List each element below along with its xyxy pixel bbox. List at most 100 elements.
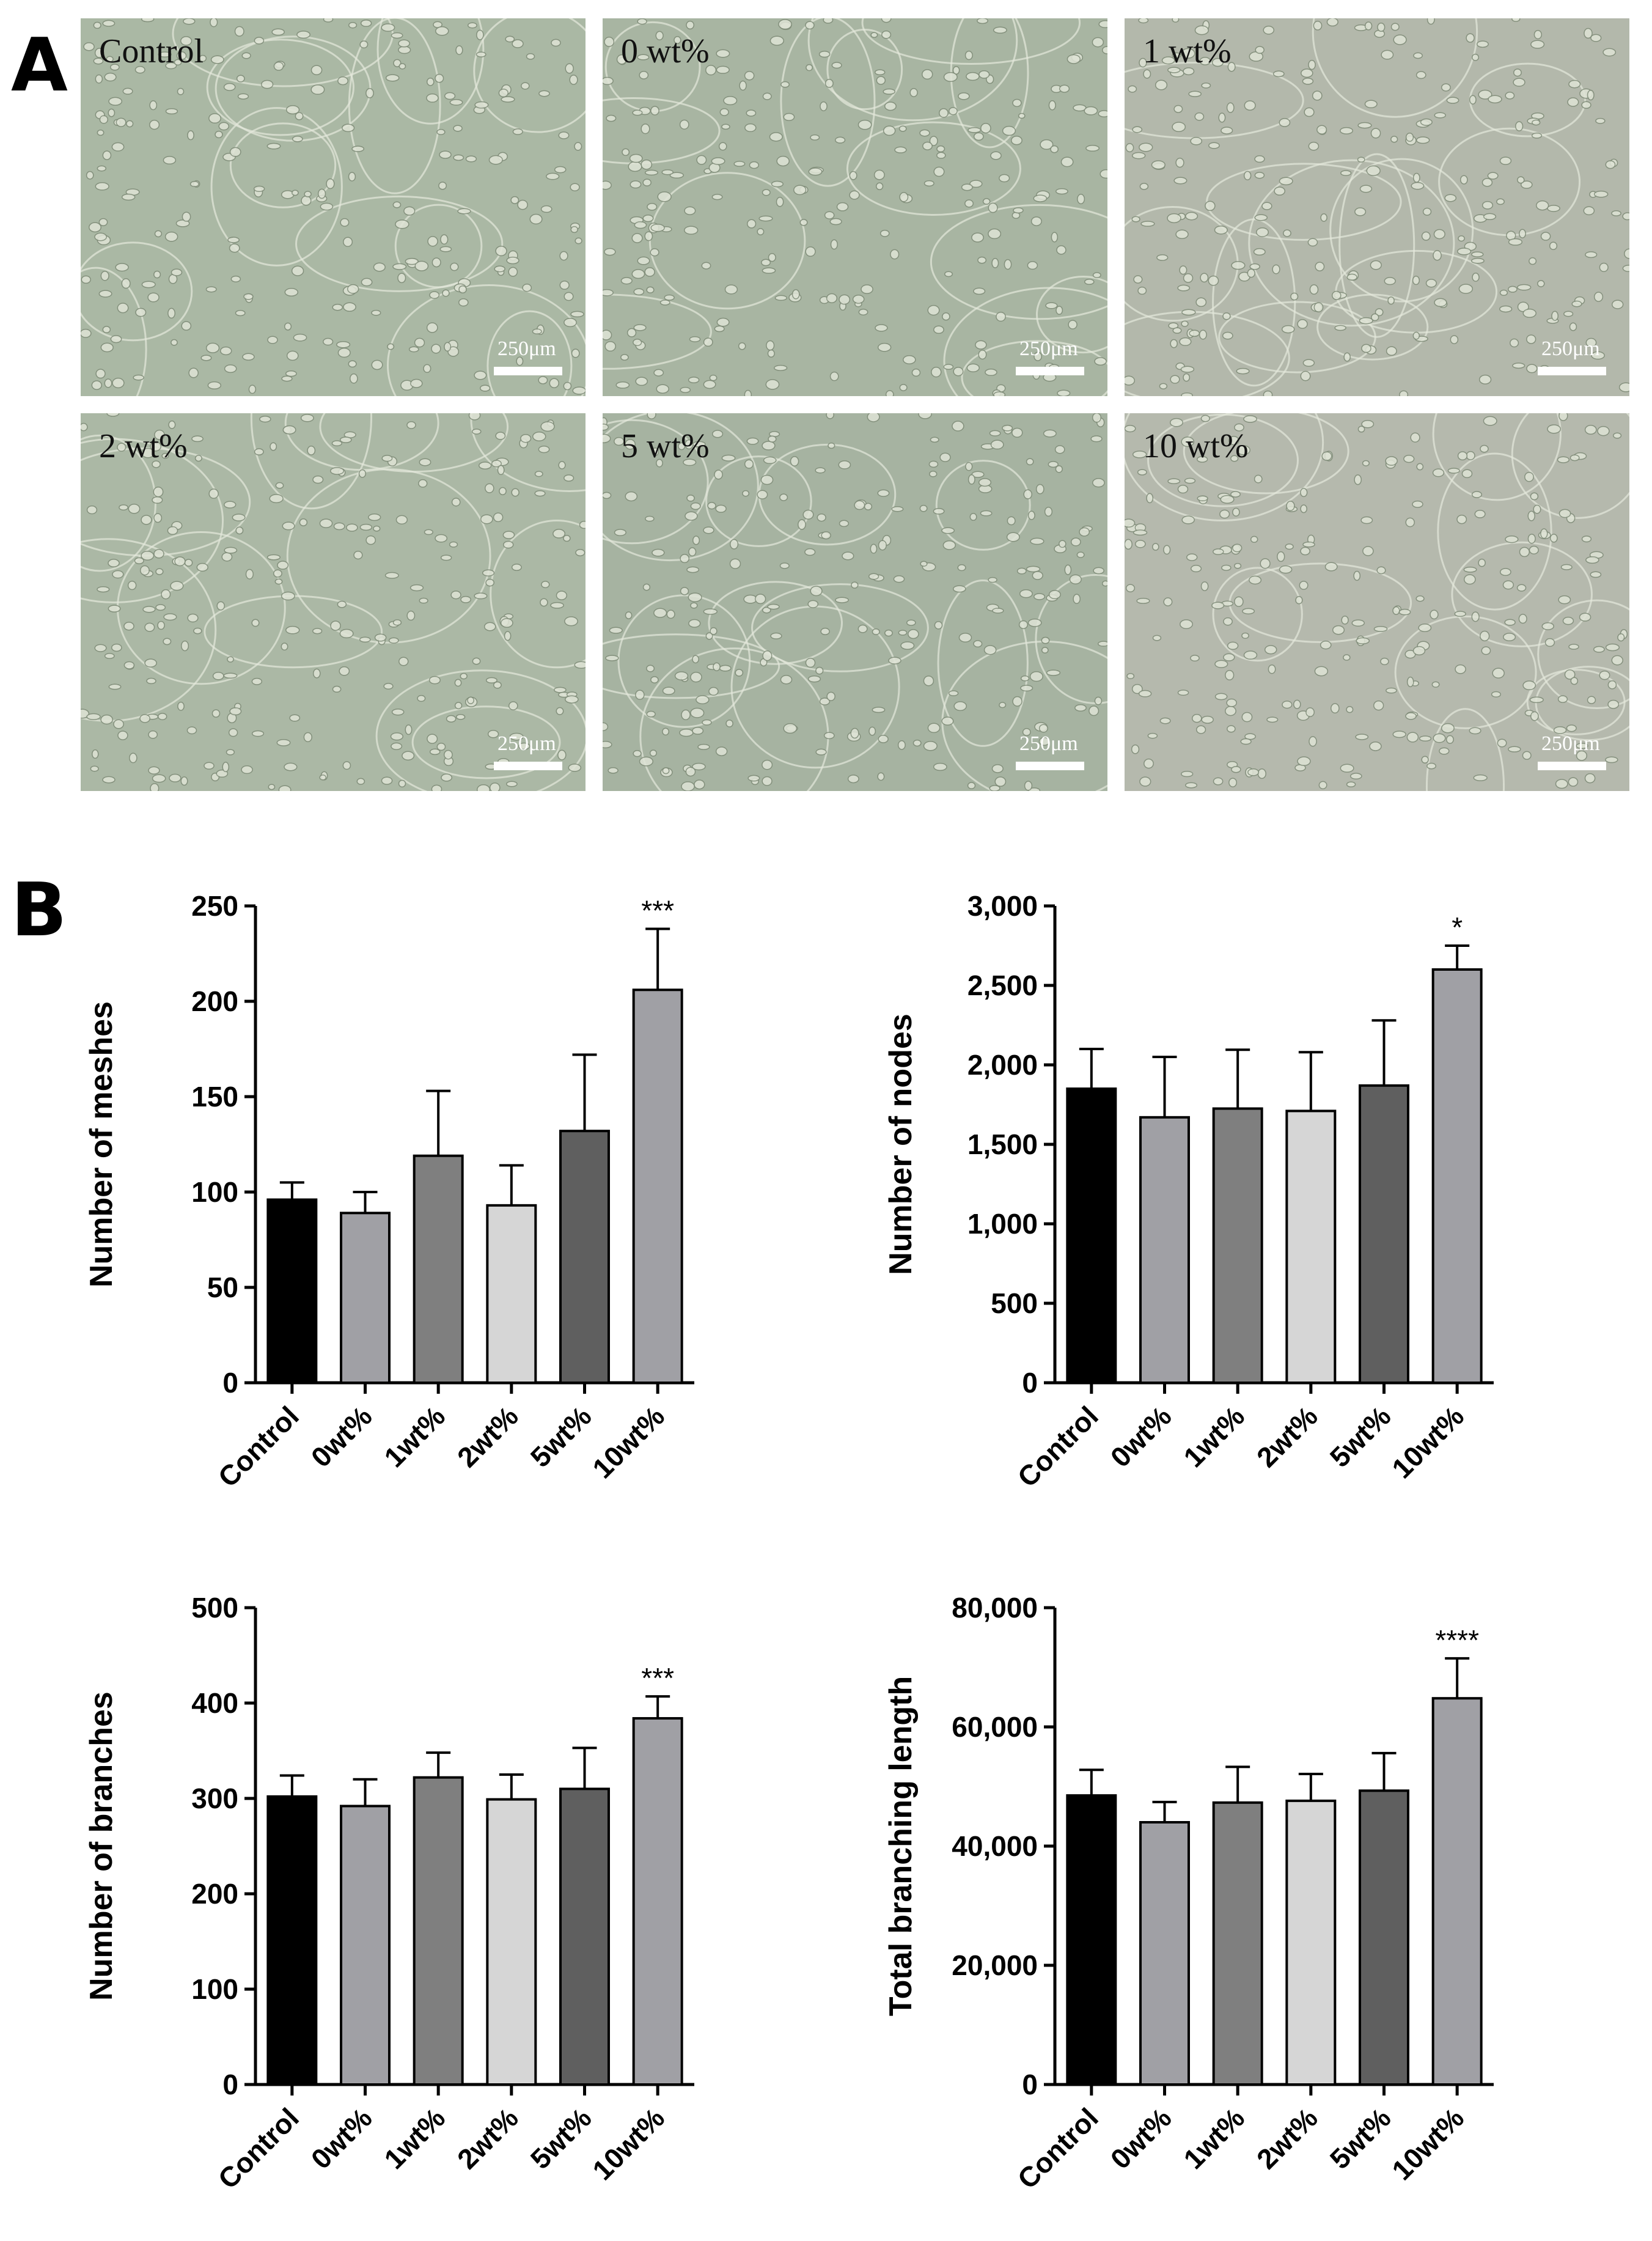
cell — [405, 257, 419, 265]
cell — [194, 455, 202, 462]
cell — [153, 486, 164, 498]
cell — [606, 114, 617, 122]
cell — [757, 228, 765, 235]
cell — [480, 514, 493, 524]
cell — [502, 531, 515, 539]
cell — [505, 781, 518, 787]
cell — [431, 257, 441, 268]
cell — [426, 93, 439, 103]
cell — [223, 672, 238, 679]
cell — [427, 734, 438, 744]
cell — [603, 423, 609, 431]
cell — [1177, 690, 1189, 696]
cell — [474, 101, 489, 109]
cell — [1068, 320, 1077, 329]
cell — [1551, 311, 1559, 321]
cell — [1020, 685, 1033, 692]
cell — [1405, 712, 1417, 720]
cell — [1024, 781, 1033, 791]
cell — [1180, 619, 1193, 630]
cell — [631, 233, 643, 243]
cell — [81, 328, 92, 338]
cell — [715, 504, 727, 513]
cell — [1208, 142, 1220, 149]
cell — [1375, 308, 1384, 317]
tube-loop — [708, 581, 843, 665]
cell — [398, 779, 406, 788]
cell — [823, 18, 834, 24]
cell — [603, 433, 611, 443]
cell — [1483, 213, 1497, 221]
cell — [805, 246, 816, 257]
cell — [1027, 261, 1038, 270]
cell — [933, 507, 945, 515]
cell — [765, 379, 780, 390]
cell — [1502, 580, 1514, 590]
cell — [419, 597, 428, 604]
cell — [1263, 25, 1275, 35]
x-tick-label: 2wt% — [451, 2102, 524, 2175]
cell — [1041, 636, 1050, 644]
cell — [1143, 69, 1151, 79]
cell — [1312, 90, 1323, 101]
cell — [1569, 454, 1580, 462]
cell — [1403, 455, 1415, 463]
cell — [688, 377, 700, 384]
cell — [532, 431, 546, 442]
cell — [483, 622, 496, 631]
cell — [1040, 139, 1054, 150]
cell — [1002, 125, 1016, 136]
cell — [989, 785, 1000, 791]
cell — [144, 622, 155, 632]
y-tick-label: 2,500 — [967, 970, 1038, 1001]
cell — [104, 653, 115, 660]
cell — [1471, 491, 1483, 498]
cell — [952, 421, 964, 432]
cell — [919, 504, 928, 512]
tube-loop — [1248, 159, 1455, 327]
cell — [1419, 735, 1432, 741]
cell — [958, 92, 970, 100]
cell — [776, 197, 784, 207]
cell — [626, 328, 637, 337]
cell — [739, 80, 747, 91]
cell — [1529, 696, 1544, 704]
cell — [368, 513, 381, 521]
cell — [1558, 509, 1571, 518]
cell — [1560, 564, 1573, 570]
cell — [208, 113, 221, 124]
cell — [405, 724, 413, 735]
cell — [723, 95, 738, 106]
cell — [282, 521, 295, 531]
cell — [171, 268, 183, 276]
cell — [603, 740, 612, 749]
cell — [1499, 289, 1508, 296]
cell — [931, 367, 942, 378]
cell — [1195, 297, 1207, 307]
tube-loop — [1537, 599, 1629, 710]
cell — [488, 155, 503, 165]
cell — [1137, 469, 1147, 476]
cell — [94, 232, 108, 241]
cell — [485, 677, 497, 684]
cell — [381, 455, 393, 462]
cell — [154, 230, 163, 238]
cell — [1508, 238, 1523, 246]
cell — [646, 286, 655, 293]
cell — [497, 465, 505, 476]
cell — [241, 765, 253, 775]
scale-bar — [1016, 762, 1084, 770]
cell — [356, 778, 365, 785]
x-tick-label: Control — [212, 2102, 305, 2195]
cell — [928, 460, 939, 468]
cell — [284, 287, 299, 297]
cell — [224, 364, 237, 373]
cell — [1213, 777, 1224, 786]
cell — [927, 723, 941, 734]
cell — [1558, 595, 1571, 605]
cell — [1125, 539, 1133, 550]
cell — [1412, 276, 1420, 285]
cell — [1244, 100, 1256, 111]
cell — [1405, 517, 1415, 528]
